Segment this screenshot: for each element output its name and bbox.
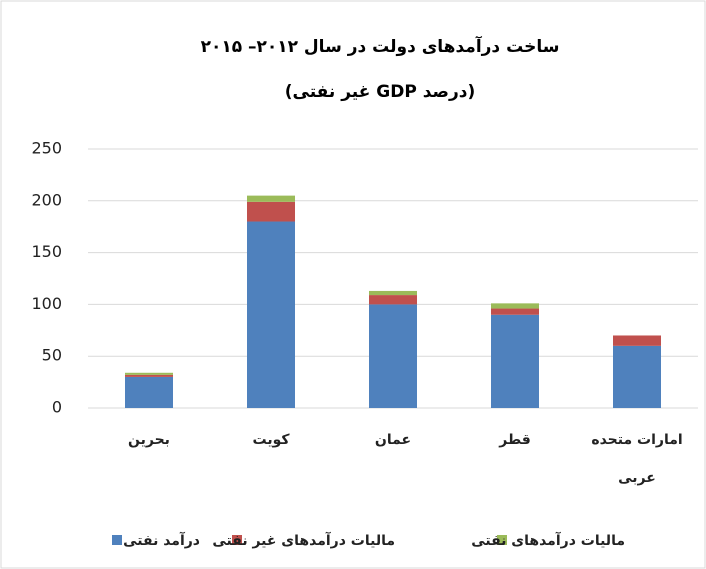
bar-segment <box>491 314 539 408</box>
legend-label: درآمد نفتی <box>123 531 200 549</box>
chart-title: ساخت درآمدهای دولت در سال ۲۰۱۲– ۲۰۱۵ <box>201 35 560 57</box>
x-tick-label: امارات متحده عربی <box>591 432 683 486</box>
bar-segment <box>125 374 173 377</box>
bar-segment <box>491 308 539 315</box>
bar-segment <box>491 303 539 309</box>
bar-segment <box>247 201 295 222</box>
chart-subtitle: (درصد GDP غير نفتی) <box>285 82 475 102</box>
y-tick-label: 0 <box>52 398 62 417</box>
bar-segment <box>369 295 417 305</box>
legend-swatch <box>112 535 122 545</box>
legend-label: ماليات درآمدهای غير نفتی <box>212 531 395 549</box>
bar-segment <box>369 290 417 296</box>
legend-swatch <box>497 535 507 545</box>
legend-swatch <box>232 535 242 545</box>
y-tick-label: 50 <box>42 346 62 365</box>
y-tick-label: 150 <box>31 242 62 261</box>
bar-segment <box>125 372 173 375</box>
y-tick-label: 100 <box>31 294 62 313</box>
legend-label: ماليات درآمدهای نفتی <box>471 531 625 549</box>
x-tick-label: بحرين <box>128 432 170 448</box>
x-tick-label: عمان <box>374 432 412 448</box>
bar-segment <box>613 335 661 346</box>
x-tick-label: کويت <box>252 432 290 448</box>
y-tick-label: 250 <box>31 139 62 158</box>
bar-segment <box>369 304 417 408</box>
y-tick-label: 200 <box>31 190 62 209</box>
bar-segment <box>247 221 295 408</box>
x-tick-label: قطر <box>499 432 531 448</box>
bar-segment <box>247 195 295 202</box>
bar-segment <box>613 345 661 408</box>
bar-segment <box>125 376 173 408</box>
